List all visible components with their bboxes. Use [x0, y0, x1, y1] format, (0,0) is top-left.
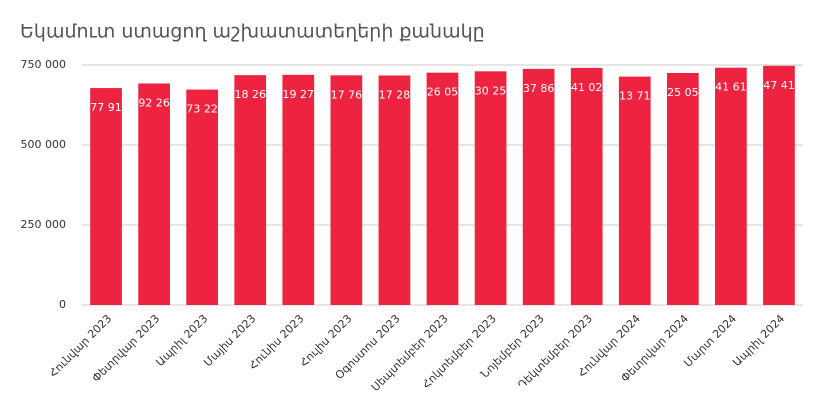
value-label: 717 280 [372, 88, 418, 101]
bar [234, 75, 267, 305]
value-label: 741 026 [564, 81, 610, 94]
bar [522, 68, 555, 306]
y-tick-label: 250 000 [21, 218, 67, 231]
value-label: 718 266 [227, 88, 273, 101]
value-label: 692 266 [131, 96, 177, 109]
bar [426, 72, 459, 305]
bar [282, 74, 315, 305]
value-label: 741 610 [708, 81, 754, 94]
chart-title: Եկամուտ ստացող աշխատատեղերի քանակը [20, 21, 485, 43]
bar [618, 76, 651, 305]
bar [90, 88, 122, 305]
y-tick-label: 500 000 [21, 138, 67, 151]
bar [570, 67, 603, 306]
bar [763, 65, 795, 305]
x-tick-label: Ապրիլ 2024 [730, 312, 787, 369]
value-label: 737 866 [516, 82, 562, 95]
y-tick-label: 750 000 [21, 58, 67, 71]
value-label: 673 224 [179, 103, 225, 116]
bar [378, 75, 411, 305]
value-label: 719 274 [276, 88, 322, 101]
y-tick-label: 0 [59, 298, 66, 311]
bar [186, 89, 219, 305]
bar [474, 71, 507, 306]
bar [666, 72, 699, 306]
value-label: 747 419 [756, 79, 802, 92]
bar [330, 75, 363, 305]
value-label: 717 766 [324, 88, 370, 101]
bar [138, 83, 170, 305]
bar [715, 67, 747, 305]
value-label: 677 916 [83, 101, 129, 114]
value-label: 730 255 [468, 84, 514, 97]
value-label: 725 051 [660, 86, 706, 99]
value-label: 726 056 [420, 86, 466, 99]
value-label: 713 715 [612, 90, 658, 103]
